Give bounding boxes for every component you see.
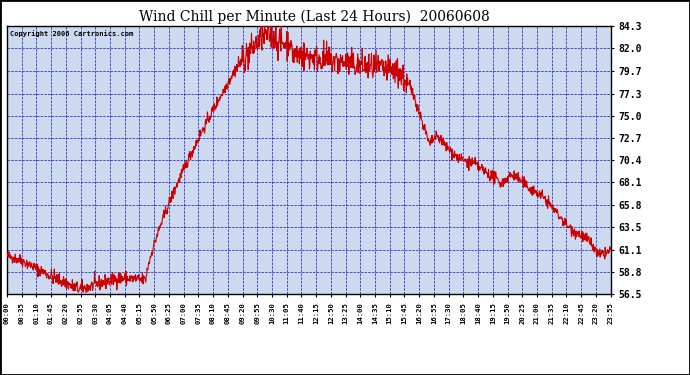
Text: Copyright 2006 Cartronics.com: Copyright 2006 Cartronics.com	[10, 30, 133, 37]
Text: Wind Chill per Minute (Last 24 Hours)  20060608: Wind Chill per Minute (Last 24 Hours) 20…	[139, 9, 489, 24]
